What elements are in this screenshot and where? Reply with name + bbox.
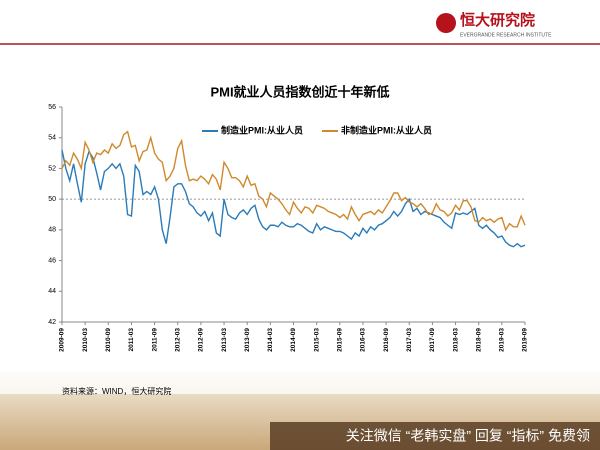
chart-title: PMI就业人员指数创近十年新低 [210, 84, 389, 99]
logo-text: 恒大研究院 [460, 11, 535, 29]
x-tick-label: 2014-09 [290, 328, 297, 352]
x-tick-label: 2018-03 [452, 328, 459, 352]
x-tick-label: 2011-03 [128, 328, 135, 352]
x-tick-label: 2010-03 [82, 328, 89, 352]
y-tick-label: 56 [48, 104, 56, 111]
logo-icon [436, 13, 456, 33]
source-note: 资料来源：WIND，恒大研究院 [62, 386, 171, 396]
legend-label: 制造业PMI:从业人员 [221, 124, 303, 135]
x-tick-label: 2017-03 [406, 328, 413, 352]
x-tick-label: 2017-09 [429, 328, 436, 352]
x-tick-label: 2016-03 [360, 328, 367, 352]
x-tick-label: 2019-09 [522, 328, 529, 352]
x-tick-label: 2013-09 [244, 328, 251, 352]
watermark-band [270, 422, 600, 450]
y-tick-label: 54 [48, 135, 56, 142]
x-tick-label: 2013-03 [221, 328, 228, 352]
x-tick-label: 2014-03 [267, 328, 274, 352]
y-tick-label: 46 [48, 257, 56, 264]
plot: 42 44 46 48 50 52 54 56 2009-09 2010-03 2010-09 201… [48, 104, 529, 352]
series-line [61, 130, 526, 232]
x-tick-label: 2016-09 [383, 328, 390, 352]
watermark: 关注微信 “老韩实盘” 回复 “指标” 免费领 [346, 428, 590, 444]
x-tick-label: 2009-09 [59, 328, 66, 352]
x-tick-label: 2018-09 [475, 328, 482, 352]
legend-label: 非制造业PMI:从业人员 [341, 124, 432, 135]
y-tick-label: 48 [48, 227, 56, 234]
series-line [61, 149, 526, 248]
y-tick-label: 42 [48, 319, 56, 326]
x-tick-label: 2019-03 [499, 328, 506, 352]
y-tick-label: 50 [48, 196, 56, 203]
footer-fade [0, 372, 600, 394]
x-tick-label: 2015-09 [337, 328, 344, 352]
y-tick-label: 52 [48, 165, 56, 172]
x-tick-label: 2012-03 [174, 328, 181, 352]
x-tick-label: 2015-03 [313, 328, 320, 352]
logo-subtext: EVERGRANDE RESEARCH INSTITUTE [460, 32, 552, 38]
x-tick-label: 2012-09 [198, 328, 205, 352]
x-tick-label: 2010-09 [105, 328, 112, 352]
x-tick-label: 2011-09 [151, 328, 158, 352]
y-tick-label: 44 [48, 288, 56, 295]
